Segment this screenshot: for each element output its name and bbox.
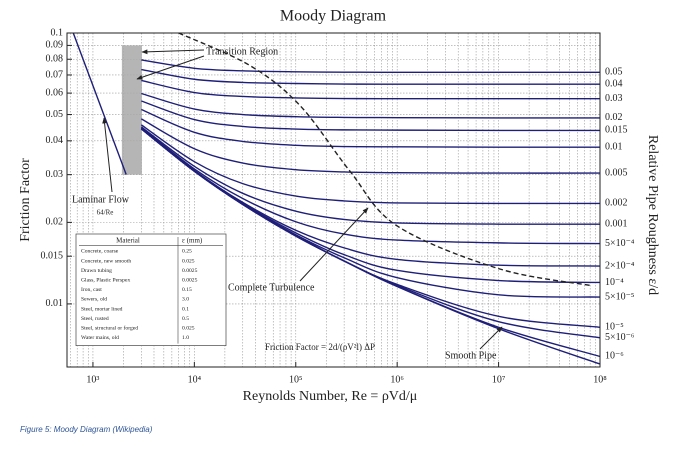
annotation: 64/Re: [97, 209, 114, 217]
table-cell: Iron, cast: [81, 287, 102, 293]
curve: [141, 79, 600, 100]
arrow: [136, 55, 205, 80]
annotation: Laminar Flow: [72, 194, 130, 205]
y-axis-label: Friction Factor: [18, 158, 33, 242]
roughness-label: 5×10⁻⁶: [605, 332, 635, 343]
curve: [140, 124, 601, 205]
y-tick-label: 0.05: [46, 109, 64, 120]
y2-axis-label: Relative Pipe Roughness ε/d: [645, 135, 660, 295]
y-tick-label: 0.015: [41, 251, 64, 262]
arrow: [102, 117, 113, 193]
table-cell: 0.0025: [182, 277, 198, 283]
table-cell: Concrete, coarse: [81, 249, 119, 255]
roughness-label: 10⁻⁶: [605, 351, 624, 362]
roughness-label: 0.001: [605, 218, 628, 229]
x-axis-label: Reynolds Number, Re = ρVd/μ: [243, 389, 418, 404]
table-cell: 0.25: [182, 249, 192, 255]
y-tick-label: 0.08: [46, 54, 64, 65]
table-cell: Drawn tubing: [81, 268, 112, 274]
arrow: [299, 207, 369, 282]
curve: [141, 108, 601, 148]
annotation: Friction Factor = 2d/(ρV²l) ΔP: [265, 342, 375, 352]
y-tick-label: 0.01: [46, 298, 64, 309]
x-tick-label: 10⁷: [492, 374, 506, 385]
y-tick-label: 0.1: [51, 27, 64, 38]
annotation: Complete Turbulence: [228, 282, 315, 293]
table-cell: Water mains, old: [81, 335, 119, 341]
table-cell: Sewers, old: [81, 297, 107, 303]
curve: [141, 92, 601, 119]
curve: [140, 127, 601, 245]
x-tick-label: 10⁶: [390, 374, 404, 385]
curve: [140, 118, 601, 174]
roughness-label: 0.02: [605, 112, 623, 123]
x-tick-label: 10³: [86, 374, 99, 385]
y-tick-label: 0.09: [46, 40, 64, 51]
y-tick-label: 0.02: [46, 217, 64, 228]
table-header: Material: [116, 236, 140, 244]
table-cell: 1.0: [182, 335, 189, 341]
roughness-label: 10⁻⁴: [605, 277, 624, 288]
roughness-label: 0.05: [605, 67, 623, 78]
caption: Figure 5: Moody Diagram (Wikipedia): [20, 425, 153, 434]
y-tick-label: 0.03: [46, 169, 64, 180]
x-tick-label: 10⁸: [593, 374, 607, 385]
plot-area: 10³ 10⁴ 10⁵ 10⁶ 10⁷ 10⁸ 0.1 0.09 0.08 0.07 0.06 0.0…: [41, 27, 635, 385]
table-cell: 0.0025: [182, 268, 198, 274]
curve: [141, 100, 601, 132]
roughness-label: 0.015: [605, 125, 628, 136]
annotation: Smooth Pipe: [445, 350, 497, 361]
table-cell: 0.1: [182, 306, 189, 312]
roughness-label: 2×10⁻⁴: [605, 260, 635, 271]
transition-band: [121, 45, 142, 175]
table-header: ε (mm): [182, 236, 203, 244]
roughness-label: 0.002: [605, 198, 628, 209]
chart-title: Moody Diagram: [280, 8, 387, 25]
roughness-label: 5×10⁻⁵: [605, 291, 634, 302]
y-tick-label: 0.07: [46, 69, 64, 80]
table-cell: Steel, mortar lined: [81, 306, 123, 312]
table-cell: 0.025: [182, 325, 195, 331]
roughness-label: 0.03: [605, 93, 623, 104]
arrow: [141, 49, 205, 55]
curve: [141, 59, 600, 74]
roughness-label: 0.005: [605, 167, 628, 178]
annotation: Transition Region: [206, 46, 278, 57]
x-tick-label: 10⁵: [289, 374, 303, 385]
table-cell: 0.025: [182, 258, 195, 264]
table-cell: Steel, rusted: [81, 316, 109, 322]
curve: [140, 126, 601, 225]
y-tick-label: 0.06: [46, 87, 64, 98]
arrow: [479, 326, 503, 350]
table-cell: Glass, Plastic Perspex: [81, 277, 130, 283]
table-cell: 3.0: [182, 297, 189, 303]
roughness-label: 0.04: [605, 79, 623, 90]
roughness-label: 5×10⁻⁴: [605, 238, 635, 249]
table-cell: Steel, structural or forged: [81, 324, 138, 331]
roughness-label: 10⁻⁵: [605, 322, 624, 333]
dashed-line: [178, 32, 591, 287]
plot-frame: [66, 32, 601, 368]
table-box: [75, 233, 227, 346]
y-tick-label: 0.04: [46, 135, 64, 146]
table-cell: Concrete, new smooth: [81, 258, 131, 264]
roughness-label: 0.01: [605, 141, 623, 152]
curve: [141, 68, 600, 85]
curve: [72, 32, 127, 175]
table-cell: 0.5: [182, 316, 189, 322]
table-cell: 0.15: [182, 287, 192, 293]
x-tick-label: 10⁴: [188, 374, 202, 385]
